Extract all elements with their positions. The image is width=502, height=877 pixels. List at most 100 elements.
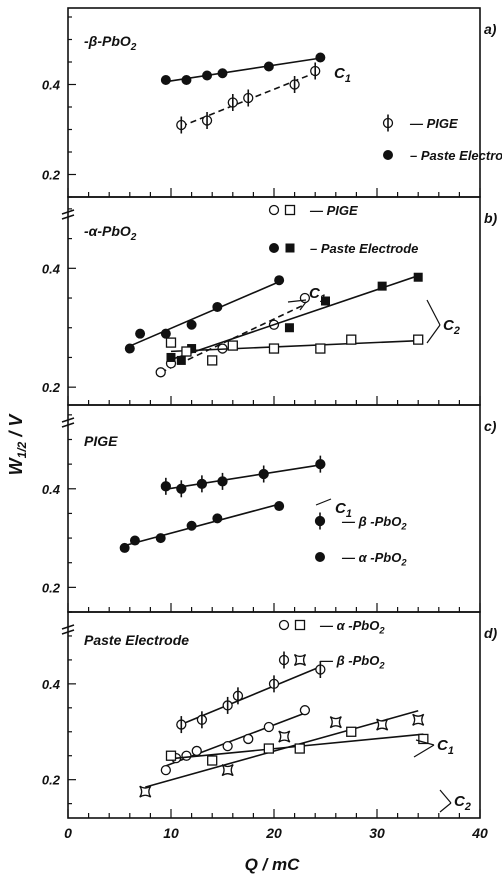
data-point (412, 713, 425, 726)
legend-label: — PIGE (409, 116, 458, 131)
panel-letter: d) (484, 625, 498, 641)
annotation-leader (415, 739, 435, 746)
y-axis-label-sub: 1/2 (15, 441, 29, 458)
y-tick-label: 0.2 (42, 773, 61, 788)
data-point (263, 721, 275, 733)
series--pbo2 (160, 455, 326, 498)
data-point (315, 660, 326, 678)
legend-marker (278, 619, 290, 631)
legend-label: — α -PbO2 (319, 618, 385, 636)
panel-b: 0.2 0.4 b) -α-PbO2 C1 C2 — PIGE – Paste Electro… (42, 196, 498, 406)
x-tick-label: 10 (163, 825, 179, 841)
data-point (139, 785, 152, 798)
fit-line (170, 339, 419, 353)
data-point (413, 272, 423, 282)
data-point (243, 733, 254, 745)
data-point (377, 281, 387, 291)
data-point (232, 687, 244, 705)
panel-title: -α-PbO2 (84, 223, 137, 243)
annotation-c1: C1 (335, 500, 352, 520)
data-point (196, 711, 208, 729)
fit-line (124, 503, 280, 547)
data-point (221, 764, 234, 777)
data-point (160, 764, 172, 776)
y-tick-label: 0.2 (42, 380, 61, 395)
x-tick-label: 20 (265, 825, 282, 841)
fit-line (160, 303, 306, 374)
fit-line (145, 710, 419, 788)
panel-letter: b) (484, 210, 498, 226)
annotation-leader (426, 324, 441, 344)
data-point (284, 323, 294, 333)
panel-letter: a) (484, 21, 497, 37)
data-point (243, 89, 254, 107)
panel-title: PIGE (84, 433, 118, 449)
legend-entry: — α -PbO2 (315, 550, 407, 568)
annotation-leader (299, 301, 307, 311)
series-pige (176, 62, 321, 134)
annotation-leader (439, 802, 452, 813)
fit-line (165, 464, 321, 490)
data-point (376, 718, 389, 731)
panel-letter: c) (484, 418, 497, 434)
legend-marker (294, 619, 306, 631)
data-point (268, 675, 280, 693)
legend-marker (268, 204, 280, 216)
panel-c: 0.2 0.4 c) PIGE C1— β -PbO2 — α -PbO2 (42, 404, 497, 613)
data-point (278, 730, 291, 743)
legend-entry: — β -PbO2 (278, 651, 385, 671)
legend-entry: – Paste Electrode (269, 241, 418, 256)
data-point (217, 472, 228, 490)
data-point (155, 367, 166, 378)
data-point (176, 480, 187, 498)
fit-line (165, 57, 321, 83)
legend-marker (314, 512, 326, 530)
data-point (294, 743, 305, 754)
data-point (160, 477, 172, 495)
data-point (321, 296, 330, 306)
data-point (315, 343, 326, 354)
fit-line (129, 281, 280, 347)
data-point (160, 328, 171, 339)
data-point (181, 346, 192, 357)
data-point (176, 116, 187, 134)
y-axis-label-unit: / V (6, 413, 26, 442)
series-c2-pbo2 (165, 726, 429, 766)
axis-break (61, 629, 75, 635)
data-point (212, 513, 223, 524)
annotation-leader (413, 744, 435, 758)
panel-title: Paste Electrode (84, 632, 189, 648)
data-point (166, 352, 176, 362)
data-point (165, 750, 177, 761)
legend-marker (278, 651, 290, 669)
data-point (289, 76, 300, 93)
y-tick-label: 0.4 (42, 261, 61, 276)
data-point (310, 62, 321, 80)
annotation-c1: C1 (437, 737, 454, 757)
annotation-c2: C2 (454, 793, 471, 813)
fit-line (180, 665, 321, 726)
data-point (346, 334, 357, 345)
data-point (258, 465, 269, 483)
y-tick-label: 0.4 (42, 78, 61, 93)
axis-break (61, 417, 75, 423)
data-point (135, 328, 146, 339)
axis-break (61, 422, 75, 428)
annotation-c2: C2 (443, 317, 460, 337)
data-point (186, 319, 197, 330)
series-paste-electrode (160, 52, 326, 85)
panel-a: 0.2 0.4 a) -β-PbO2 C1 — PIGE – Paste Electrode (42, 7, 502, 198)
panel-frame (67, 404, 481, 613)
legend-label: — β -PbO2 (319, 653, 385, 671)
data-point (268, 343, 280, 354)
y-tick-label: 0.4 (42, 677, 61, 692)
data-point (129, 535, 140, 546)
legend-label: – Paste Electrode (410, 148, 502, 163)
legend-entry: — PIGE (268, 203, 358, 218)
data-point (165, 337, 177, 348)
data-point (202, 70, 213, 81)
legend-entry: — α -PbO2 (278, 618, 385, 636)
legend-marker (382, 114, 394, 132)
legend-label: — α -PbO2 (341, 550, 407, 568)
data-point (329, 716, 342, 729)
